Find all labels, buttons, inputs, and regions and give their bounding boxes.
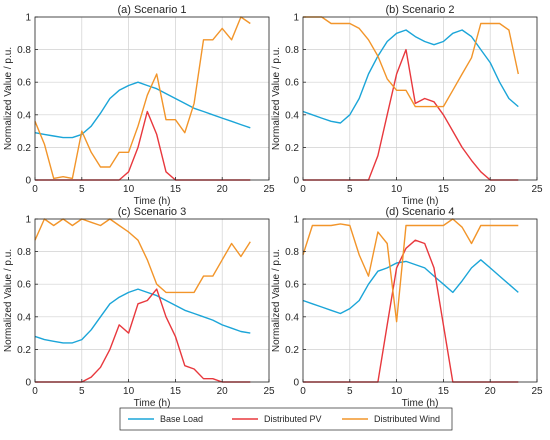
- panel-title: (a) Scenario 1: [117, 4, 186, 16]
- x-tick-label: 25: [531, 386, 543, 397]
- panel-3: 0 5 10 15 20 25 0 0.2 0.4 0.6 0.8 1 (c) Scenario 3 Ti…: [3, 206, 275, 409]
- legend-label-distributed-pv: Distributed PV: [264, 414, 322, 424]
- y-tick-label: 0.4: [285, 110, 299, 121]
- axes-box: [34, 16, 270, 181]
- x-axis-label: Time (h): [134, 196, 171, 207]
- y-axis-label: Normalized Value / p.u.: [3, 249, 14, 352]
- x-tick-label: 5: [79, 184, 85, 195]
- x-tick-label: 15: [438, 184, 450, 195]
- y-tick-label: 0.6: [17, 78, 31, 89]
- panel-title: (b) Scenario 2: [385, 4, 454, 16]
- y-axis-label: Normalized Value / p.u.: [271, 47, 282, 150]
- series-line-base-load: [34, 81, 251, 139]
- x-tick-label: 10: [123, 184, 135, 195]
- y-tick-label: 0.2: [285, 345, 299, 356]
- series-line-distributed-wind: [34, 218, 251, 294]
- series-line-base-load: [34, 288, 251, 344]
- panel-2: 0 5 10 15 20 25 0 0.2 0.4 0.6 0.8 1 (b) Scenario 2 Ti…: [271, 4, 543, 207]
- x-axis-label: Time (h): [402, 196, 439, 207]
- x-axis-label: Time (h): [134, 398, 171, 409]
- y-tick-label: 0.8: [17, 45, 31, 56]
- y-tick-label: 0.2: [17, 345, 31, 356]
- x-tick-label: 10: [391, 184, 403, 195]
- y-tick-label: 0.2: [285, 143, 299, 154]
- legend-box: [119, 407, 453, 431]
- y-axis-label: Normalized Value / p.u.: [271, 249, 282, 352]
- x-tick-label: 10: [123, 386, 135, 397]
- y-tick-label: 1: [25, 13, 31, 24]
- y-tick-label: 0.8: [17, 247, 31, 258]
- y-tick-label: 0.6: [285, 280, 299, 291]
- x-tick-label: 20: [485, 184, 497, 195]
- y-tick-label: 1: [25, 215, 31, 226]
- x-tick-label: 20: [217, 386, 229, 397]
- x-tick-label: 25: [263, 386, 275, 397]
- legend-label-distributed-wind: Distributed Wind: [374, 414, 440, 424]
- x-tick-label: 5: [347, 386, 353, 397]
- y-tick-label: 1: [293, 13, 299, 24]
- axes-box: [302, 218, 538, 383]
- panel-1: 0 5 10 15 20 25 0 0.2 0.4 0.6 0.8 1 (a) Scenario 1 Ti…: [3, 4, 275, 207]
- x-tick-label: 0: [32, 386, 38, 397]
- x-tick-label: 5: [347, 184, 353, 195]
- y-tick-label: 0.8: [285, 45, 299, 56]
- plot-area: [35, 219, 269, 382]
- y-tick-label: 0.2: [17, 143, 31, 154]
- x-tick-label: 25: [263, 184, 275, 195]
- panel-title: (c) Scenario 3: [118, 206, 186, 218]
- plot-area: [303, 17, 537, 180]
- series-line-distributed-wind: [303, 16, 519, 108]
- series-line-distributed-wind: [34, 16, 251, 180]
- x-tick-label: 20: [485, 386, 497, 397]
- panel-title: (d) Scenario 4: [385, 206, 454, 218]
- x-tick-label: 0: [300, 184, 306, 195]
- y-tick-label: 0: [293, 378, 299, 389]
- y-tick-label: 1: [293, 215, 299, 226]
- y-tick-label: 0.8: [285, 247, 299, 258]
- y-tick-label: 0: [293, 176, 299, 187]
- y-tick-label: 0: [25, 378, 31, 389]
- x-tick-label: 0: [32, 184, 38, 195]
- series-line-base-load: [302, 259, 519, 315]
- x-tick-label: 20: [217, 184, 229, 195]
- y-tick-label: 0: [25, 176, 31, 187]
- y-tick-label: 0.6: [17, 280, 31, 291]
- plot-area: [303, 219, 537, 382]
- x-tick-label: 25: [531, 184, 543, 195]
- y-tick-label: 0.4: [17, 312, 31, 323]
- x-tick-label: 0: [300, 386, 306, 397]
- y-axis-label: Normalized Value / p.u.: [3, 47, 14, 150]
- plot-area: [35, 17, 269, 180]
- legend: Base Load Distributed PV Distributed Wind: [119, 407, 453, 431]
- axes-box: [34, 218, 270, 383]
- legend-label-base-load: Base Load: [160, 414, 203, 424]
- series-line-distributed-wind: [302, 218, 519, 323]
- y-tick-label: 0.4: [285, 312, 299, 323]
- x-tick-label: 5: [79, 386, 85, 397]
- x-tick-label: 15: [170, 386, 182, 397]
- x-tick-label: 10: [391, 386, 403, 397]
- panel-4: 0 5 10 15 20 25 0 0.2 0.4 0.6 0.8 1 (d) Scenario 4 Ti…: [271, 206, 543, 409]
- x-axis-label: Time (h): [402, 398, 439, 409]
- x-tick-label: 15: [170, 184, 182, 195]
- y-tick-label: 0.4: [17, 110, 31, 121]
- axes-box: [302, 16, 538, 181]
- series-line-base-load: [302, 29, 519, 124]
- x-tick-label: 15: [438, 386, 450, 397]
- y-tick-label: 0.6: [285, 78, 299, 89]
